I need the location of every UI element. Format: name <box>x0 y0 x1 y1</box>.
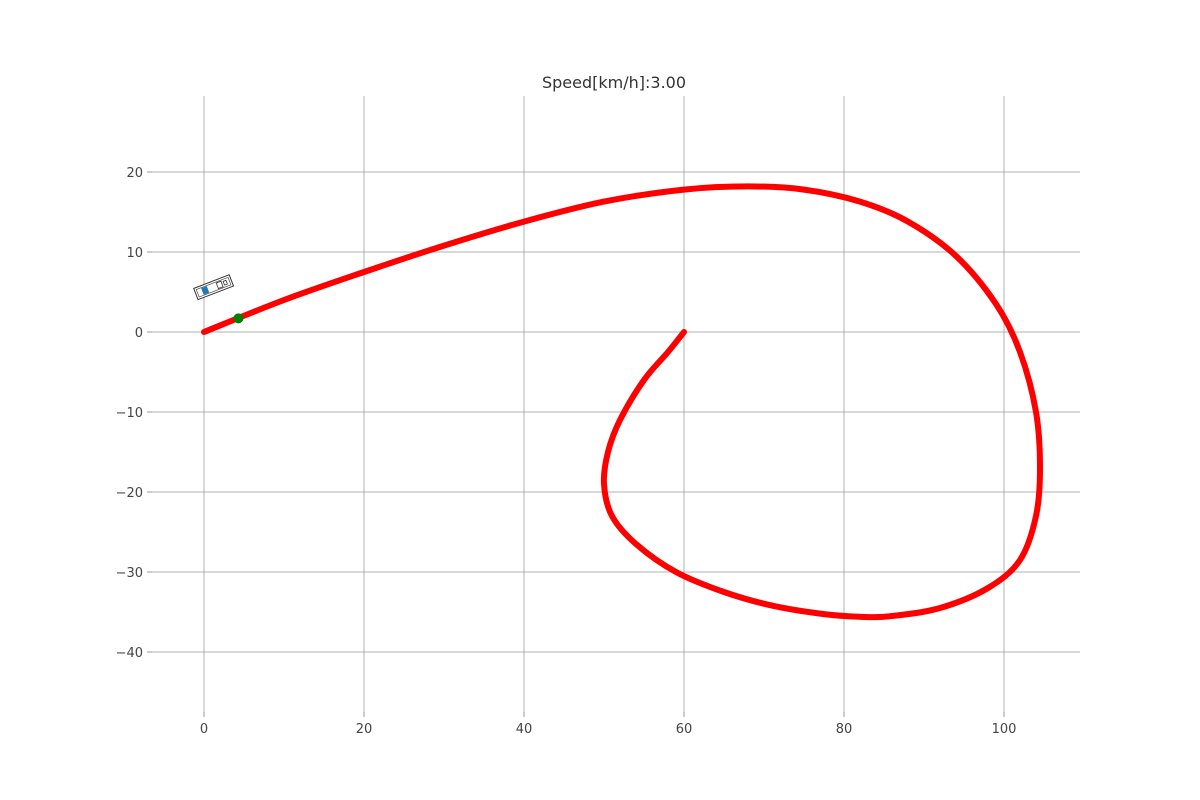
x-tick-label: 40 <box>516 722 533 737</box>
x-tick-label: 80 <box>836 722 853 737</box>
x-tick-label: 60 <box>676 722 693 737</box>
x-tick-label: 0 <box>200 722 208 737</box>
chart-title: Speed[km/h]:3.00 <box>542 73 686 92</box>
y-tick-label: 20 <box>126 166 143 181</box>
markers <box>233 313 244 324</box>
data-series <box>201 183 1043 621</box>
vehicle-outline-inner <box>195 276 232 298</box>
y-tick-label: 0 <box>135 326 143 341</box>
vehicle-glyph <box>193 274 235 301</box>
y-tick-label: 10 <box>126 246 143 261</box>
y-tick-label: −40 <box>116 646 143 661</box>
grid-lines <box>152 96 1080 712</box>
current-position-marker <box>233 313 244 324</box>
vehicle-front-wheel <box>215 280 224 290</box>
vehicle-front-axle <box>222 279 228 286</box>
trajectory-line <box>201 183 1043 621</box>
y-tick-label: −30 <box>116 566 143 581</box>
y-tick-label: −20 <box>116 486 143 501</box>
vehicle-rear-wheel <box>201 286 210 295</box>
vehicle-icon <box>193 274 235 301</box>
x-tick-label: 20 <box>356 722 373 737</box>
x-tick-label: 100 <box>992 722 1017 737</box>
y-tick-label: −10 <box>116 406 143 421</box>
